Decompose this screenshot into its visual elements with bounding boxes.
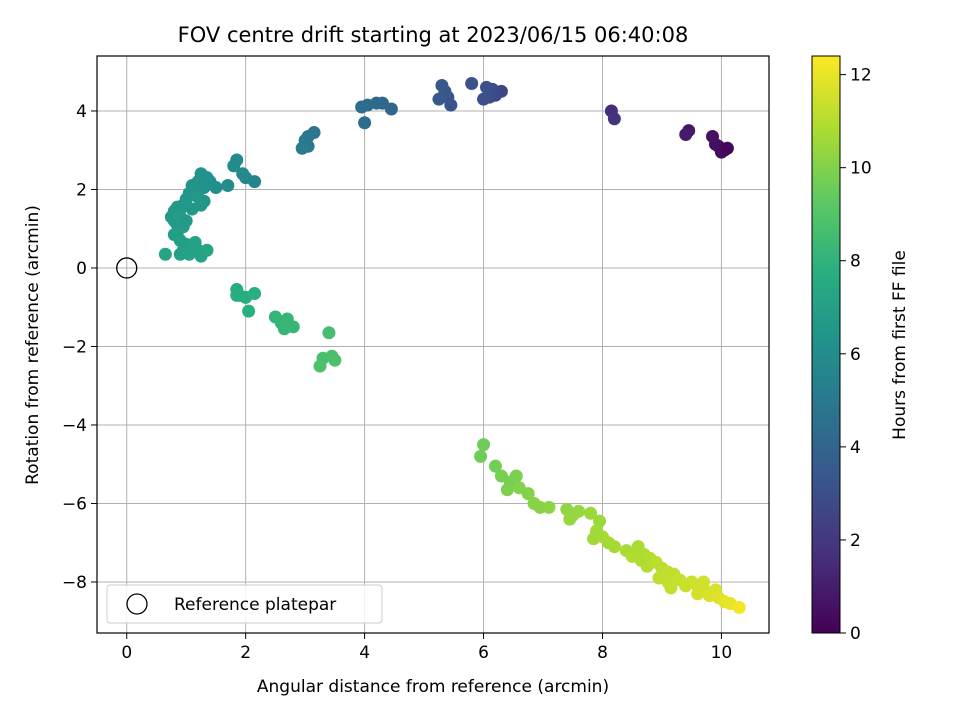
y-tick-label: −6 — [62, 494, 87, 514]
data-point — [500, 483, 514, 497]
data-point — [679, 579, 693, 593]
x-axis-ticks: 0 2 4 6 8 10 — [121, 633, 732, 663]
x-tick-label: 4 — [359, 643, 370, 663]
data-point — [480, 80, 494, 94]
data-point — [179, 214, 193, 228]
data-point — [322, 326, 336, 340]
y-tick-label: 4 — [76, 102, 87, 122]
colorbar-label: Hours from first FF file — [890, 250, 910, 440]
data-point — [488, 459, 502, 473]
colorbar-tick-label: 2 — [850, 531, 861, 551]
colorbar-tick-label: 12 — [850, 66, 872, 86]
y-tick-label: −2 — [62, 337, 87, 357]
data-point — [697, 575, 711, 589]
data-point — [230, 288, 244, 302]
data-point — [509, 469, 523, 483]
data-point — [634, 553, 648, 567]
data-point — [286, 320, 300, 334]
y-tick-label: −4 — [62, 416, 87, 436]
colorbar-ticks: 0 2 4 6 8 10 12 — [840, 66, 872, 644]
data-point — [572, 504, 586, 518]
y-tick-label: −8 — [62, 573, 87, 593]
grid-lines — [97, 56, 769, 633]
legend-reference-marker — [126, 593, 148, 615]
data-point — [521, 487, 535, 501]
data-point — [221, 179, 235, 193]
data-point — [358, 116, 372, 130]
data-point — [533, 500, 547, 514]
data-points — [116, 76, 746, 614]
colorbar: 0 2 4 6 8 10 12 Hours from first FF file — [811, 55, 910, 644]
x-tick-label: 10 — [711, 643, 733, 663]
legend-box — [106, 584, 383, 624]
x-tick-label: 2 — [240, 643, 251, 663]
data-point — [732, 600, 746, 614]
data-point — [236, 167, 250, 181]
data-point — [607, 540, 621, 554]
data-point — [191, 190, 205, 204]
data-point — [355, 100, 369, 114]
data-point — [477, 92, 491, 106]
y-tick-label: 2 — [76, 180, 87, 200]
chart-title: FOV centre drift starting at 2023/06/15 … — [178, 23, 689, 47]
data-point — [720, 141, 734, 155]
data-point — [248, 286, 262, 300]
x-axis-label: Angular distance from reference (arcmin) — [257, 677, 609, 697]
reference-platepar-marker — [116, 257, 138, 279]
legend-label: Reference platepar — [174, 595, 336, 615]
data-point — [706, 129, 720, 143]
data-point — [593, 514, 607, 528]
y-tick-label: 0 — [76, 259, 87, 279]
data-point — [328, 353, 342, 367]
data-point — [664, 581, 678, 595]
data-point — [607, 112, 621, 126]
data-point — [542, 500, 556, 514]
data-point — [227, 159, 241, 173]
colorbar-tick-label: 8 — [850, 252, 861, 272]
data-point — [691, 587, 705, 601]
data-point — [652, 571, 666, 585]
plot-area-frame — [96, 55, 770, 634]
data-point — [173, 247, 187, 261]
colorbar-tick-label: 10 — [850, 159, 872, 179]
data-point — [584, 506, 598, 520]
data-point — [679, 128, 693, 142]
data-point — [313, 359, 327, 373]
data-point — [242, 304, 256, 318]
x-tick-label: 0 — [121, 643, 132, 663]
colorbar-tick-label: 4 — [850, 438, 861, 458]
data-point — [465, 76, 479, 90]
data-point — [563, 512, 577, 526]
x-tick-label: 6 — [478, 643, 489, 663]
data-point — [474, 449, 488, 463]
data-point — [185, 202, 199, 216]
colorbar-tick-label: 6 — [850, 345, 861, 365]
data-point — [200, 243, 214, 257]
y-axis-ticks: −8 −6 −4 −2 0 2 4 — [62, 102, 97, 593]
x-tick-label: 8 — [597, 643, 608, 663]
colorbar-tick-label: 0 — [850, 624, 861, 644]
data-point — [477, 438, 491, 452]
data-point — [295, 141, 309, 155]
data-point — [435, 78, 449, 92]
data-point — [432, 92, 446, 106]
legend: Reference platepar — [106, 584, 383, 624]
y-axis-label: Rotation from reference (arcmin) — [23, 205, 43, 485]
data-point — [158, 247, 172, 261]
colorbar-gradient — [811, 55, 841, 634]
data-point — [188, 235, 202, 249]
